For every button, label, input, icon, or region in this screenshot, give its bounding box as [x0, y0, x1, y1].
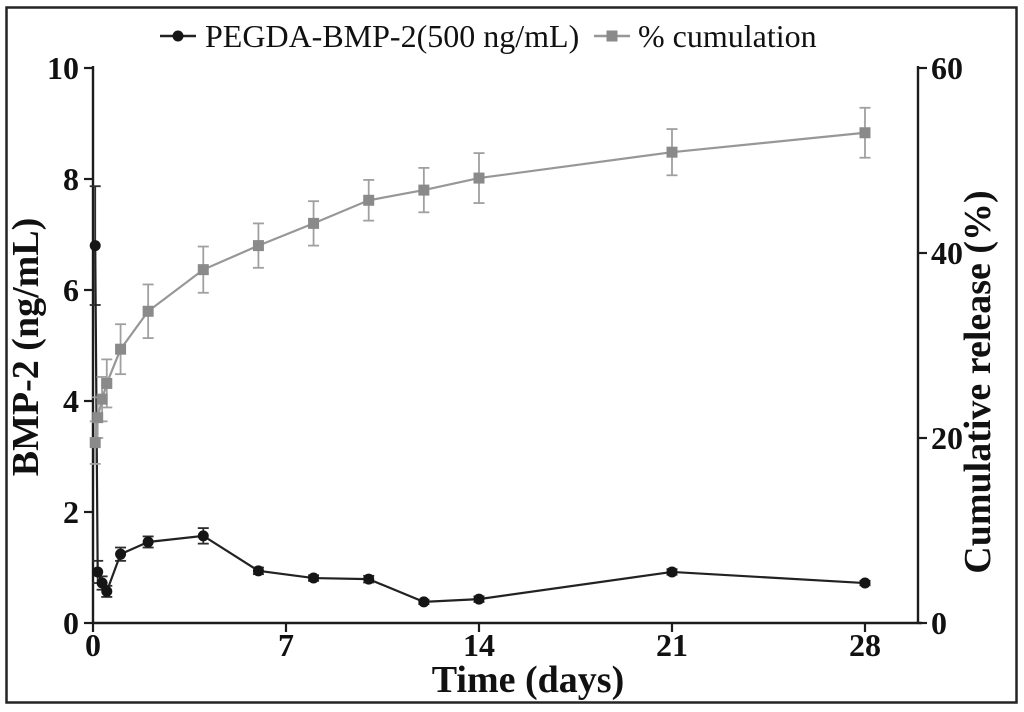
data-point-square [252, 240, 264, 252]
data-point-circle [92, 566, 104, 578]
data-point-square [666, 146, 678, 158]
data-point-square [89, 437, 101, 449]
y-left-tick-label: 8 [63, 161, 79, 197]
data-point-square [363, 194, 375, 206]
legend: PEGDA-BMP-2(500 ng/mL) % cumulation [160, 18, 817, 54]
data-point-circle [197, 530, 209, 542]
data-point-circle [115, 548, 127, 560]
series-cumulation [89, 106, 871, 465]
y-axis-left-title: BMP-2 (ng/mL) [5, 218, 47, 477]
data-point-circle [308, 572, 320, 584]
data-point-circle [142, 536, 154, 548]
legend-label-cumulation: % cumulation [638, 18, 817, 54]
data-point-circle [666, 566, 678, 578]
data-point-square [308, 217, 320, 229]
x-tick-label: 21 [656, 627, 688, 663]
y-right-tick-label: 20 [931, 420, 963, 456]
data-point-circle [252, 565, 264, 577]
data-point-square [473, 172, 485, 184]
tick-marks: 0 7 14 21 28 0 2 4 6 8 10 0 20 40 60 [47, 50, 963, 663]
data-point-square [197, 264, 209, 276]
data-point-circle [89, 240, 101, 252]
legend-label-pegda-bmp2: PEGDA-BMP-2(500 ng/mL) [205, 18, 579, 54]
y-left-tick-label: 2 [63, 494, 79, 530]
legend-item-pegda-bmp2: PEGDA-BMP-2(500 ng/mL) [160, 18, 579, 54]
y-axis-right-title: Cumulative release (%) [957, 190, 999, 573]
y-left-tick-label: 6 [63, 272, 79, 308]
data-point-circle [96, 577, 108, 589]
legend-circle-marker-icon [172, 30, 184, 42]
x-tick-label: 14 [463, 627, 495, 663]
data-point-circle [859, 577, 871, 589]
series-pegda-bmp2 [89, 185, 871, 608]
x-tick-label: 0 [85, 627, 101, 663]
legend-item-cumulation: % cumulation [594, 18, 817, 54]
axes [91, 66, 922, 625]
data-point-circle [363, 573, 375, 585]
y-right-tick-label: 60 [931, 50, 963, 86]
y-left-tick-label: 4 [63, 383, 79, 419]
figure-border [5, 6, 1018, 704]
y-left-tick-label: 10 [47, 50, 79, 86]
x-tick-label: 28 [849, 627, 881, 663]
data-point-square [859, 127, 871, 139]
data-series [89, 106, 871, 608]
data-point-square [418, 184, 430, 196]
legend-square-marker-icon [606, 30, 618, 42]
x-tick-label: 7 [278, 627, 294, 663]
data-point-square [92, 412, 104, 424]
data-point-circle [418, 596, 430, 608]
y-right-tick-label: 0 [931, 605, 947, 641]
data-point-square [142, 305, 154, 317]
x-axis-title: Time (days) [432, 659, 624, 701]
y-left-tick-label: 0 [63, 605, 79, 641]
data-point-square [96, 393, 108, 405]
y-right-tick-label: 40 [931, 235, 963, 271]
data-point-circle [101, 585, 113, 597]
data-point-square [101, 377, 113, 389]
data-point-circle [473, 593, 485, 605]
data-point-square [115, 343, 127, 355]
